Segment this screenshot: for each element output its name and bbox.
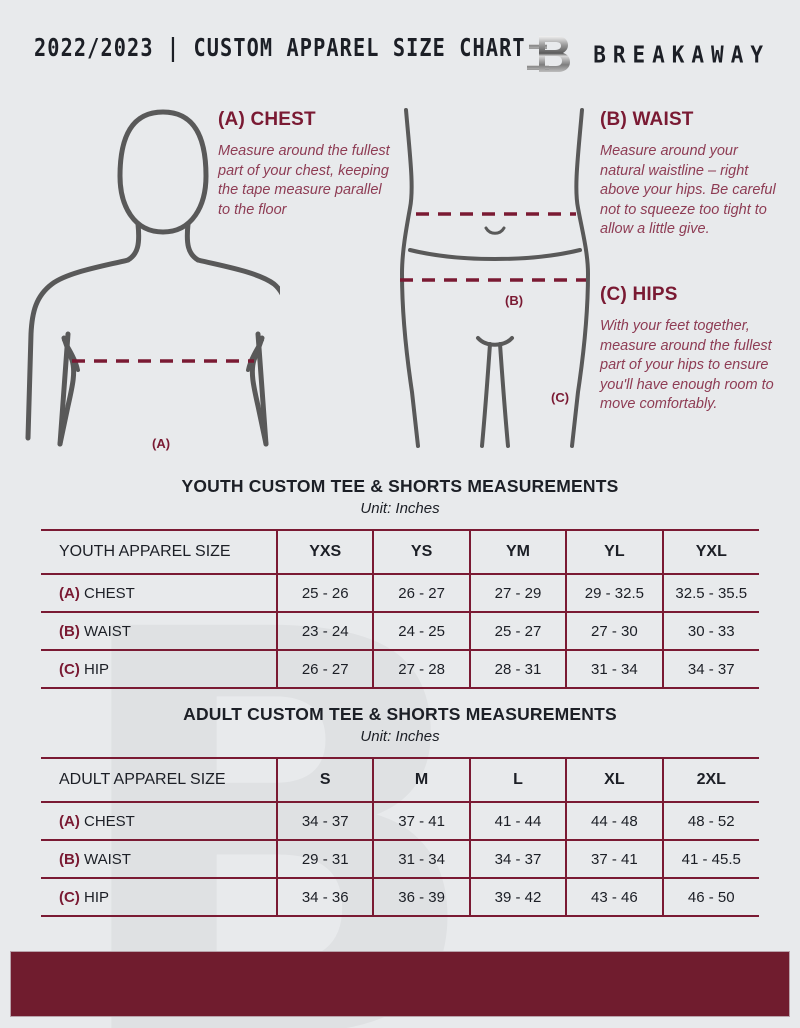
breakaway-b-logo-icon [523, 32, 575, 78]
table-header-row: YOUTH APPAREL SIZE YXS YS YM YL YXL [41, 529, 759, 575]
instruction-hips: (C) HIPS With your feet together, measur… [600, 284, 790, 415]
cell-value: 27 - 29 [468, 573, 567, 613]
youth-size-header: YM [468, 529, 567, 575]
cell-value: 34 - 36 [275, 877, 374, 917]
adult-section: ADULT CUSTOM TEE & SHORTS MEASUREMENTS U… [0, 704, 800, 917]
table-row: (B) WAIST 23 - 24 24 - 25 25 - 27 27 - 3… [41, 611, 759, 651]
adult-size-table: ADULT APPAREL SIZE S M L XL 2XL (A) CHES… [41, 757, 759, 917]
table-row: (A) CHEST 34 - 37 37 - 41 41 - 44 44 - 4… [41, 801, 759, 841]
row-tag: (A) [59, 584, 80, 602]
measurement-figures: (A) (B) (C) [0, 96, 800, 466]
cell-value: 31 - 34 [372, 839, 470, 879]
row-tag: (B) [59, 622, 80, 640]
youth-section-unit: Unit: Inches [360, 500, 440, 517]
row-label: (B) WAIST [41, 839, 277, 879]
page-title: 2022/2023 | CUSTOM APPAREL SIZE CHART [34, 34, 526, 63]
cell-value: 23 - 24 [275, 611, 374, 651]
upper-body-figure [20, 98, 294, 463]
page-header: 2022/2023 | CUSTOM APPAREL SIZE CHART [0, 28, 800, 82]
youth-header-label: YOUTH APPAREL SIZE [41, 529, 277, 575]
cell-value: 44 - 48 [565, 801, 663, 841]
row-tag: (A) [59, 812, 80, 830]
cell-value: 37 - 41 [565, 839, 663, 879]
brand-name: BREAKAWAY [593, 41, 770, 69]
footer-bar [10, 951, 790, 1017]
lower-body-figure [398, 102, 598, 457]
cell-value: 41 - 45.5 [661, 839, 759, 879]
adult-header-label: ADULT APPAREL SIZE [41, 757, 277, 803]
youth-section-title: YOUTH CUSTOM TEE & SHORTS MEASUREMENTS [181, 476, 619, 496]
instruction-chest-body: Measure around the fullest part of your … [218, 143, 390, 218]
cell-value: 29 - 31 [275, 839, 374, 879]
row-name: WAIST [84, 622, 131, 640]
youth-size-header: YL [565, 529, 663, 575]
instruction-chest-heading: (A) CHEST [218, 109, 316, 130]
table-row: (C) HIP 26 - 27 27 - 28 28 - 31 31 - 34 … [41, 649, 759, 689]
youth-section: YOUTH CUSTOM TEE & SHORTS MEASUREMENTS U… [0, 476, 800, 689]
cell-value: 41 - 44 [468, 801, 567, 841]
cell-value: 37 - 41 [372, 801, 470, 841]
marker-a-label: (A) [152, 436, 171, 451]
cell-value: 27 - 30 [565, 611, 663, 651]
cell-value: 24 - 25 [372, 611, 470, 651]
cell-value: 34 - 37 [661, 649, 759, 689]
table-row: (B) WAIST 29 - 31 31 - 34 34 - 37 37 - 4… [41, 839, 759, 879]
youth-size-header: YXS [275, 529, 374, 575]
row-label: (C) HIP [41, 877, 277, 917]
marker-b-label: (B) [505, 293, 524, 308]
row-name: WAIST [84, 850, 131, 868]
cell-value: 26 - 27 [372, 573, 470, 613]
row-name: CHEST [84, 812, 135, 830]
cell-value: 36 - 39 [372, 877, 470, 917]
cell-value: 31 - 34 [565, 649, 663, 689]
row-name: CHEST [84, 584, 135, 602]
row-tag: (C) [59, 660, 80, 678]
table-row: (C) HIP 34 - 36 36 - 39 39 - 42 43 - 46 … [41, 877, 759, 917]
adult-size-header: M [372, 757, 470, 803]
cell-value: 29 - 32.5 [565, 573, 663, 613]
youth-size-header: YS [372, 529, 470, 575]
cell-value: 28 - 31 [468, 649, 567, 689]
youth-size-header: YXL [661, 529, 759, 575]
row-label: (A) CHEST [41, 573, 277, 613]
row-tag: (B) [59, 850, 80, 868]
table-row: (A) CHEST 25 - 26 26 - 27 27 - 29 29 - 3… [41, 573, 759, 613]
row-tag: (C) [59, 888, 80, 906]
marker-c-label: (C) [551, 390, 570, 405]
row-name: HIP [84, 888, 110, 906]
adult-size-header: L [468, 757, 567, 803]
cell-value: 46 - 50 [661, 877, 759, 917]
row-label: (C) HIP [41, 649, 277, 689]
instruction-chest: (A) CHEST Measure around the fullest par… [218, 109, 394, 220]
cell-value: 43 - 46 [565, 877, 663, 917]
cell-value: 34 - 37 [468, 839, 567, 879]
row-label: (A) CHEST [41, 801, 277, 841]
adult-size-header: XL [565, 757, 663, 803]
brand-lockup: BREAKAWAY [523, 32, 770, 78]
adult-size-header: 2XL [661, 757, 759, 803]
cell-value: 30 - 33 [661, 611, 759, 651]
row-name: HIP [84, 660, 110, 678]
cell-value: 27 - 28 [372, 649, 470, 689]
instruction-waist: (B) WAIST Measure around your natural wa… [600, 109, 786, 240]
cell-value: 25 - 27 [468, 611, 567, 651]
cell-value: 32.5 - 35.5 [661, 573, 759, 613]
cell-value: 39 - 42 [468, 877, 567, 917]
adult-size-header: S [275, 757, 374, 803]
adult-section-unit: Unit: Inches [360, 728, 440, 745]
instruction-waist-heading: (B) WAIST [600, 109, 694, 130]
cell-value: 25 - 26 [275, 573, 374, 613]
table-header-row: ADULT APPAREL SIZE S M L XL 2XL [41, 757, 759, 803]
instruction-hips-body: With your feet together, measure around … [600, 318, 774, 412]
youth-size-table: YOUTH APPAREL SIZE YXS YS YM YL YXL (A) … [41, 529, 759, 689]
adult-section-title: ADULT CUSTOM TEE & SHORTS MEASUREMENTS [183, 704, 617, 724]
instruction-waist-body: Measure around your natural waistline – … [600, 143, 776, 237]
cell-value: 48 - 52 [661, 801, 759, 841]
cell-value: 34 - 37 [275, 801, 374, 841]
cell-value: 26 - 27 [275, 649, 374, 689]
row-label: (B) WAIST [41, 611, 277, 651]
instruction-hips-heading: (C) HIPS [600, 284, 678, 305]
